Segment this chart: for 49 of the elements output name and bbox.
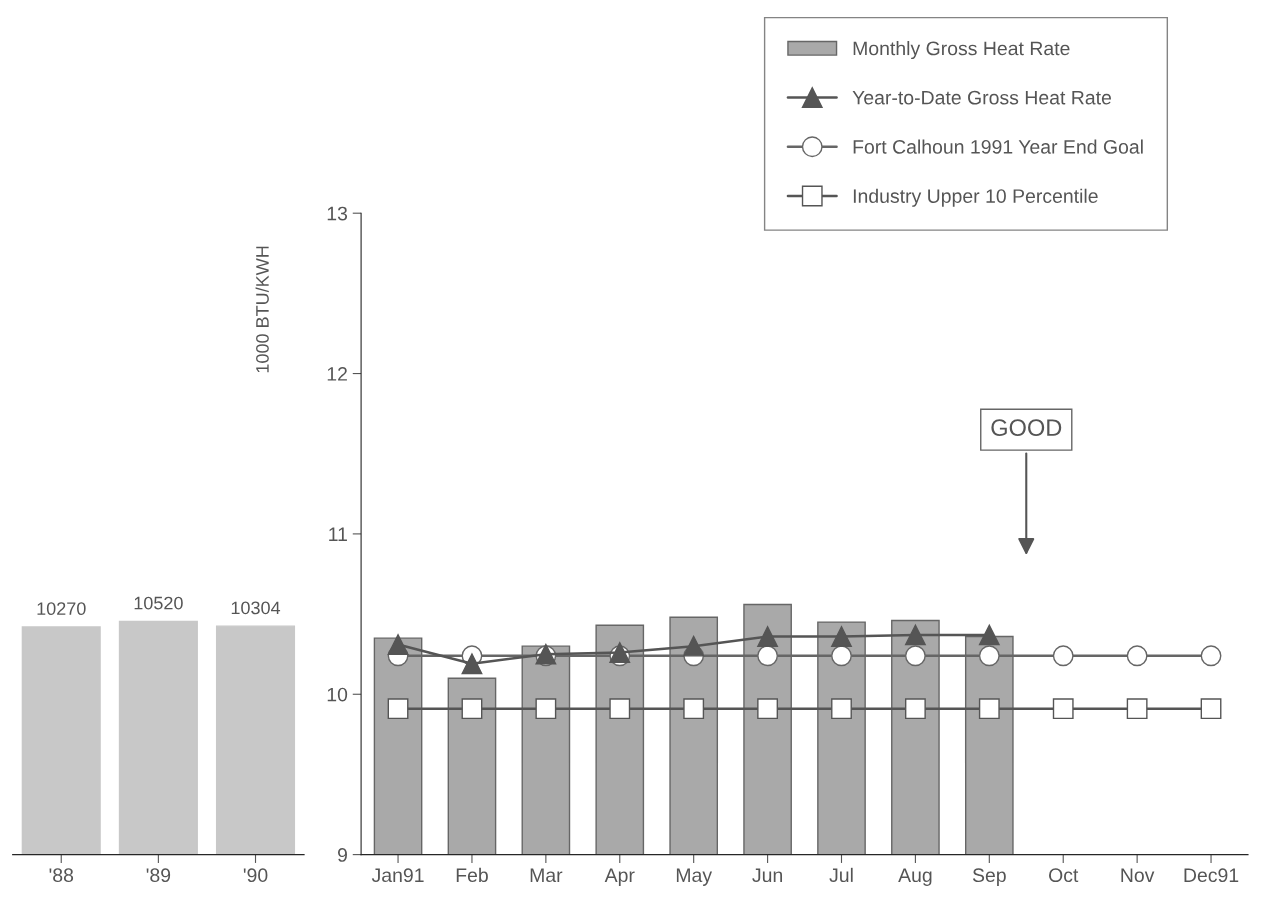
x-tick-label: Feb: [456, 867, 488, 883]
legend-label: Fort Calhoun 1991 Year End Goal: [853, 139, 1143, 154]
point: [831, 645, 852, 667]
x-tick-label: Nov: [1121, 868, 1155, 883]
point: [387, 698, 409, 720]
y-tick-label: 11: [329, 527, 347, 541]
data-label: 10270: [37, 602, 86, 616]
point: [535, 698, 557, 720]
x-tick-label: '88: [49, 868, 74, 883]
point: [387, 634, 409, 655]
point: [904, 645, 926, 667]
x-tick-label: Oct: [1049, 868, 1079, 883]
y-tick-label: 13: [327, 206, 348, 221]
legend-label: Industry Upper 10 Percentile: [853, 188, 1098, 207]
point: [904, 624, 926, 646]
point: [978, 698, 1000, 720]
x-tick-label: '89: [146, 868, 171, 883]
point: [461, 653, 483, 675]
data-label: 10304: [231, 601, 281, 615]
y-tick-label: 12: [327, 367, 347, 381]
x-tick-label: Aug: [898, 868, 932, 886]
y-tick-label: 9: [338, 848, 347, 862]
point: [609, 698, 631, 720]
data-label: 10520: [134, 596, 183, 610]
point: [757, 645, 779, 667]
point: [978, 624, 1000, 646]
point: [683, 698, 705, 720]
x-tick-label: Mar: [530, 868, 563, 883]
x-tick-label: Jun: [752, 868, 783, 883]
annotation: GOOD: [991, 419, 1062, 437]
legend-label: Monthly Gross Heat Rate: [853, 41, 1070, 60]
x-tick-label: Jul: [829, 867, 853, 883]
point: [831, 698, 852, 720]
x-tick-label: Sep: [972, 868, 1006, 886]
x-tick-label: '90: [243, 868, 268, 883]
point: [461, 698, 483, 720]
x-tick-label: Jan91: [371, 868, 424, 883]
point: [831, 626, 852, 647]
legend-label: Year-to-Date Gross Heat Rate: [852, 90, 1111, 105]
point: [757, 698, 779, 720]
point: [978, 645, 1000, 667]
x-tick-label: Dec91: [1184, 868, 1239, 883]
x-tick-label: May: [676, 868, 713, 886]
x-tick-label: Apr: [604, 868, 635, 886]
point: [757, 626, 779, 647]
point: [683, 635, 705, 657]
y-tick-label: 10: [327, 687, 348, 702]
point: [904, 698, 926, 720]
y-axis-title: 1000 BTU/KWH: [255, 246, 269, 373]
